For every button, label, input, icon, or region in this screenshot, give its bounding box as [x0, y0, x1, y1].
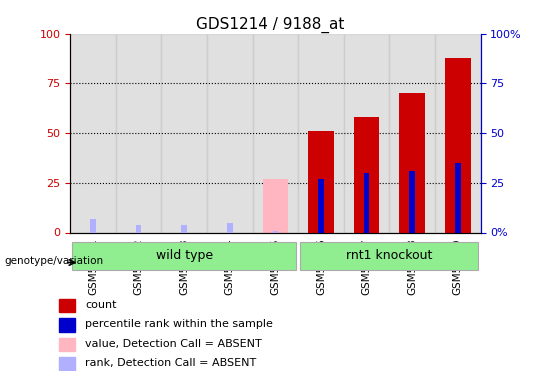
Bar: [59, 338, 76, 351]
Text: count: count: [85, 300, 117, 309]
Bar: [253, 34, 298, 232]
Text: wild type: wild type: [156, 249, 213, 262]
Bar: [262, 179, 288, 232]
Text: percentile rank within the sample: percentile rank within the sample: [85, 319, 273, 329]
FancyBboxPatch shape: [72, 242, 296, 270]
Bar: [70, 34, 116, 232]
Bar: [344, 34, 389, 232]
Text: GDS1214 / 9188_at: GDS1214 / 9188_at: [196, 17, 344, 33]
Bar: [181, 225, 187, 232]
Bar: [409, 171, 415, 232]
Bar: [308, 131, 334, 232]
Bar: [318, 179, 324, 232]
Bar: [445, 58, 470, 232]
Bar: [400, 93, 425, 232]
Bar: [59, 357, 76, 370]
Bar: [90, 219, 96, 232]
Text: genotype/variation: genotype/variation: [4, 256, 103, 266]
Bar: [389, 34, 435, 232]
Bar: [273, 231, 278, 232]
FancyBboxPatch shape: [300, 242, 478, 270]
Bar: [354, 117, 380, 232]
Bar: [298, 34, 344, 232]
Bar: [116, 34, 161, 232]
Bar: [59, 318, 76, 332]
Bar: [207, 34, 253, 232]
Bar: [227, 223, 233, 232]
Text: rnt1 knockout: rnt1 knockout: [346, 249, 433, 262]
Text: value, Detection Call = ABSENT: value, Detection Call = ABSENT: [85, 339, 262, 348]
Bar: [364, 173, 369, 232]
Bar: [435, 34, 481, 232]
Text: rank, Detection Call = ABSENT: rank, Detection Call = ABSENT: [85, 358, 256, 368]
Bar: [161, 34, 207, 232]
Bar: [59, 298, 76, 312]
Bar: [455, 163, 461, 232]
Bar: [136, 225, 141, 232]
